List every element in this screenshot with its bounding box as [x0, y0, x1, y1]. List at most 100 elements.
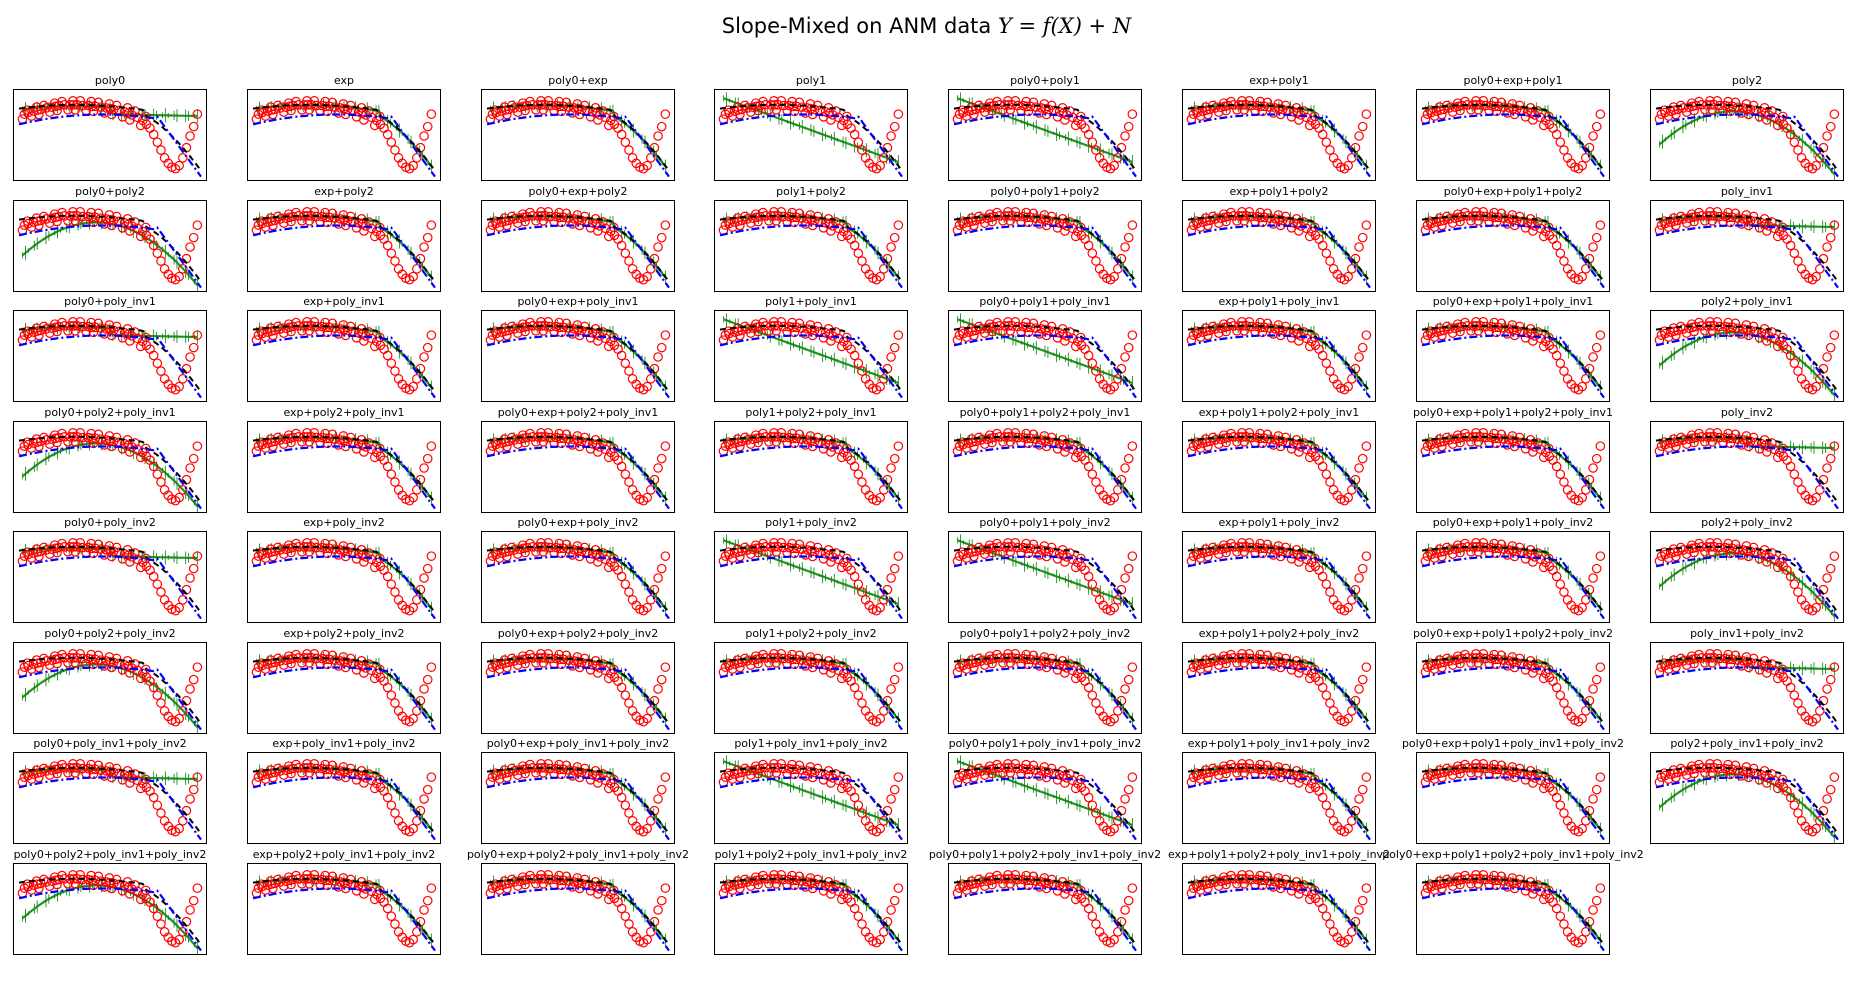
observation-point	[1730, 208, 1741, 219]
observation-point	[1361, 220, 1372, 230]
observation-point	[32, 105, 42, 116]
observation-point	[1127, 109, 1138, 119]
observation-point	[753, 105, 763, 116]
observation-point	[192, 551, 203, 561]
subplot-title: poly0+exp	[548, 74, 608, 87]
observation-point	[1669, 437, 1679, 448]
observation-point	[1559, 366, 1569, 376]
observation-point	[178, 595, 188, 605]
subplot: poly0+exp+poly2+poly_inv1	[481, 407, 675, 513]
observation-point	[961, 443, 972, 453]
subplot: poly0+poly1+poly2	[948, 186, 1142, 292]
observation-point	[1221, 216, 1231, 227]
observation-point	[77, 432, 88, 443]
subplot: exp	[247, 75, 441, 181]
observation-point	[794, 97, 805, 108]
observation-point	[1087, 358, 1098, 369]
observation-point	[1551, 240, 1562, 251]
fit-line	[18, 334, 202, 399]
observation-point	[1429, 222, 1440, 232]
observation-point	[853, 358, 864, 369]
subplot-title: poly0+poly2	[75, 185, 145, 198]
observation-point	[1325, 145, 1335, 155]
subplot: exp+poly_inv1	[247, 296, 441, 402]
observation-point	[1213, 439, 1224, 449]
observation-point	[1005, 104, 1016, 115]
observation-point	[961, 332, 972, 342]
observation-point	[998, 104, 1008, 115]
observation-point	[491, 439, 501, 450]
axes-frame	[1182, 421, 1376, 513]
observation-point	[1221, 437, 1231, 448]
subplot-axes	[1650, 89, 1844, 181]
observation-point	[260, 443, 271, 453]
observation-point	[1815, 485, 1825, 495]
observation-point	[745, 107, 756, 117]
observation-point	[724, 439, 734, 450]
observation-point	[1239, 436, 1250, 447]
fit-line	[719, 224, 903, 289]
observation-point	[531, 325, 541, 336]
observation-point	[1232, 325, 1242, 336]
observation-point	[70, 436, 81, 447]
observation-point	[1538, 231, 1549, 242]
observation-point	[733, 547, 743, 558]
subplot-axes	[13, 89, 207, 181]
axes-frame	[948, 200, 1142, 292]
subplot: poly0+exp+poly_inv1	[481, 296, 675, 402]
observation-point	[1671, 220, 1681, 231]
observation-point	[304, 104, 315, 115]
observation-point	[857, 145, 867, 155]
observation-point	[616, 571, 627, 582]
observation-point	[1555, 358, 1566, 369]
observation-point	[1005, 436, 1016, 447]
observation-point	[1357, 342, 1368, 353]
subplot-title: poly0+exp+poly1+poly_inv1	[1432, 295, 1594, 308]
subplot-axes	[1416, 89, 1610, 181]
subplot: poly0+poly1+poly_inv2	[948, 517, 1142, 623]
observation-point	[1811, 492, 1821, 503]
observation-point	[297, 325, 307, 336]
observation-point	[1785, 240, 1796, 251]
observation-point	[836, 341, 847, 352]
observation-point	[1822, 463, 1832, 473]
observation-point	[266, 326, 276, 337]
observation-point	[1426, 218, 1436, 229]
observation-point	[152, 137, 163, 148]
observation-point	[727, 332, 738, 342]
observation-point	[408, 160, 418, 171]
observation-point	[1012, 211, 1023, 222]
observation-point	[545, 211, 556, 222]
observation-point	[1772, 120, 1783, 131]
observation-point	[44, 218, 55, 228]
observation-point	[1354, 242, 1364, 252]
subplot-axes	[1650, 421, 1844, 513]
subplot: poly0+exp+poly1+poly2+poly_inv1	[1413, 407, 1613, 513]
observation-point	[26, 111, 37, 121]
observation-point	[1538, 452, 1549, 463]
observation-point	[1192, 218, 1202, 229]
subplot-title: poly0+poly1+poly2+poly_inv1	[959, 406, 1131, 419]
subplot-axes	[481, 421, 675, 513]
observation-point	[886, 352, 896, 362]
observation-point	[1681, 328, 1692, 338]
observation-point	[1123, 121, 1134, 132]
observation-point	[979, 439, 990, 449]
subplot: poly0+poly2+poly_inv1	[13, 407, 207, 513]
observation-point	[1714, 100, 1725, 111]
observation-point	[257, 439, 267, 450]
fit-line	[719, 445, 903, 510]
subplot-title: poly0+exp+poly1	[1463, 74, 1563, 87]
observation-point	[1681, 107, 1692, 117]
observation-point	[386, 469, 397, 480]
observation-point	[32, 547, 42, 558]
axes-frame	[1416, 421, 1610, 513]
observation-point	[1730, 318, 1741, 329]
observation-point	[857, 256, 867, 266]
subplot: poly1+poly2+poly_inv1	[714, 407, 908, 513]
observation-point	[603, 120, 614, 131]
axes-frame	[1182, 310, 1376, 402]
observation-point	[1426, 107, 1436, 118]
observation-point	[620, 469, 631, 480]
observation-point	[1473, 104, 1484, 115]
